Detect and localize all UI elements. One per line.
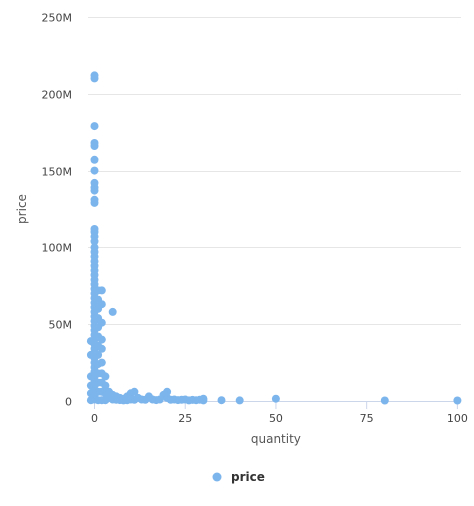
y-tick-label: 50M — [49, 319, 73, 332]
x-tick-label: 0 — [91, 412, 98, 425]
data-point[interactable] — [90, 155, 99, 164]
data-point[interactable] — [101, 372, 110, 381]
data-point[interactable] — [97, 335, 106, 344]
data-point[interactable] — [453, 396, 462, 405]
data-point[interactable] — [271, 394, 280, 403]
x-tick-label: 75 — [360, 412, 374, 425]
x-tick-label: 100 — [447, 412, 468, 425]
data-point[interactable] — [90, 166, 99, 175]
data-point[interactable] — [97, 286, 106, 295]
data-point[interactable] — [130, 387, 139, 396]
grid-layer — [88, 17, 461, 325]
data-point[interactable] — [94, 350, 103, 359]
points-layer — [86, 71, 462, 405]
data-point[interactable] — [90, 186, 99, 195]
data-point[interactable] — [90, 122, 99, 131]
data-point[interactable] — [380, 396, 389, 405]
legend[interactable]: price — [212, 470, 265, 484]
y-tick-label: 100M — [42, 242, 73, 255]
data-point[interactable] — [97, 344, 106, 353]
x-tick-label: 25 — [178, 412, 192, 425]
data-point[interactable] — [97, 318, 106, 327]
data-point[interactable] — [163, 387, 172, 396]
x-axis-title: quantity — [251, 432, 301, 446]
data-point[interactable] — [90, 74, 99, 83]
data-point[interactable] — [86, 389, 95, 398]
data-point[interactable] — [217, 396, 226, 405]
x-tick-label: 50 — [269, 412, 283, 425]
data-point[interactable] — [86, 372, 95, 381]
data-point[interactable] — [90, 142, 99, 150]
data-point[interactable] — [86, 350, 95, 359]
data-point[interactable] — [90, 198, 99, 207]
data-point[interactable] — [101, 381, 110, 390]
data-point[interactable] — [86, 381, 95, 390]
data-point[interactable] — [97, 300, 106, 309]
y-axis-title: price — [15, 194, 29, 224]
data-point[interactable] — [108, 307, 117, 316]
y-tick-label: 0 — [65, 396, 72, 409]
data-point[interactable] — [235, 396, 244, 405]
y-tick-label: 150M — [42, 166, 73, 179]
data-point[interactable] — [86, 337, 95, 346]
data-point[interactable] — [86, 396, 95, 405]
y-tick-label: 250M — [42, 12, 73, 25]
data-point[interactable] — [97, 358, 106, 367]
legend-marker — [212, 472, 222, 482]
legend-label-price: price — [231, 470, 265, 484]
y-tick-label: 200M — [42, 89, 73, 102]
data-point[interactable] — [199, 396, 208, 405]
data-point[interactable] — [90, 237, 99, 246]
